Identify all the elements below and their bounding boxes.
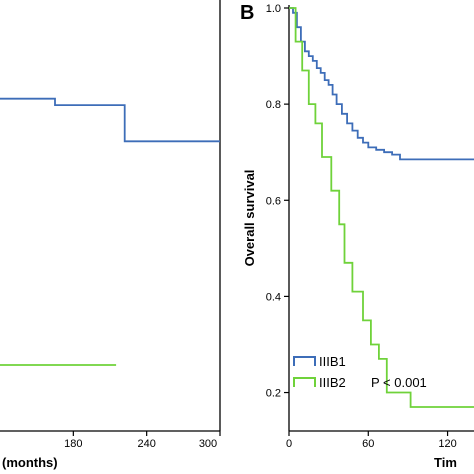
panel-b-x-ticks: 0 60 120	[286, 431, 457, 450]
panel-b-series-line-iiib1	[289, 7, 474, 161]
panel-a-x-ticks: 180 240 300	[64, 431, 221, 450]
legend-swatch-iiib1	[293, 356, 316, 366]
panel-b-letter: B	[240, 2, 254, 24]
panel-a-x-tick-label: 300	[199, 438, 217, 450]
panel-b-y-ticks: 0.2 0.4 0.6 0.8 1.0	[266, 3, 289, 400]
panel-b-x-tick-label: 0	[286, 438, 292, 450]
panel-a-series-line-0	[0, 97, 220, 143]
panel-b-y-axis-label: Overall survival	[242, 170, 257, 267]
panel-b-y-tick-label: 1.0	[266, 3, 281, 15]
panel-b-series-line-iiib2	[289, 7, 474, 408]
panel-b-y-tick-label: 0.6	[266, 195, 281, 207]
legend-label-iiib1: IIIB1	[319, 354, 346, 369]
panel-a-x-tick-label: 240	[137, 438, 155, 450]
panel-b-x-tick-label: 120	[438, 438, 456, 450]
legend-swatch-iiib2	[293, 377, 316, 387]
p-value-annotation: P < 0.001	[371, 375, 427, 390]
panel-b-x-tick-label: 60	[362, 438, 374, 450]
panel-b-x-axis-label: Tim	[434, 455, 457, 470]
panel-a-x-axis-label: (months)	[2, 455, 58, 470]
panel-b-series-group	[289, 7, 474, 408]
panel-a-x-tick-label: 180	[64, 438, 82, 450]
panel-b-y-tick-label: 0.8	[266, 99, 281, 111]
legend-label-iiib2: IIIB2	[319, 375, 346, 390]
panel-b-legend: IIIB1 IIIB2 P < 0.001	[293, 354, 427, 390]
panel-a-plot: 180 240 300 (months)	[0, 0, 221, 470]
panel-a-series-group	[0, 97, 220, 366]
panel-b-y-tick-label: 0.2	[266, 388, 281, 400]
panel-b-plot: B 0.2 0.4 0.6 0.8 1.0 0 60 120 Overall surviva…	[240, 2, 474, 470]
panel-b-y-tick-label: 0.4	[266, 291, 281, 303]
